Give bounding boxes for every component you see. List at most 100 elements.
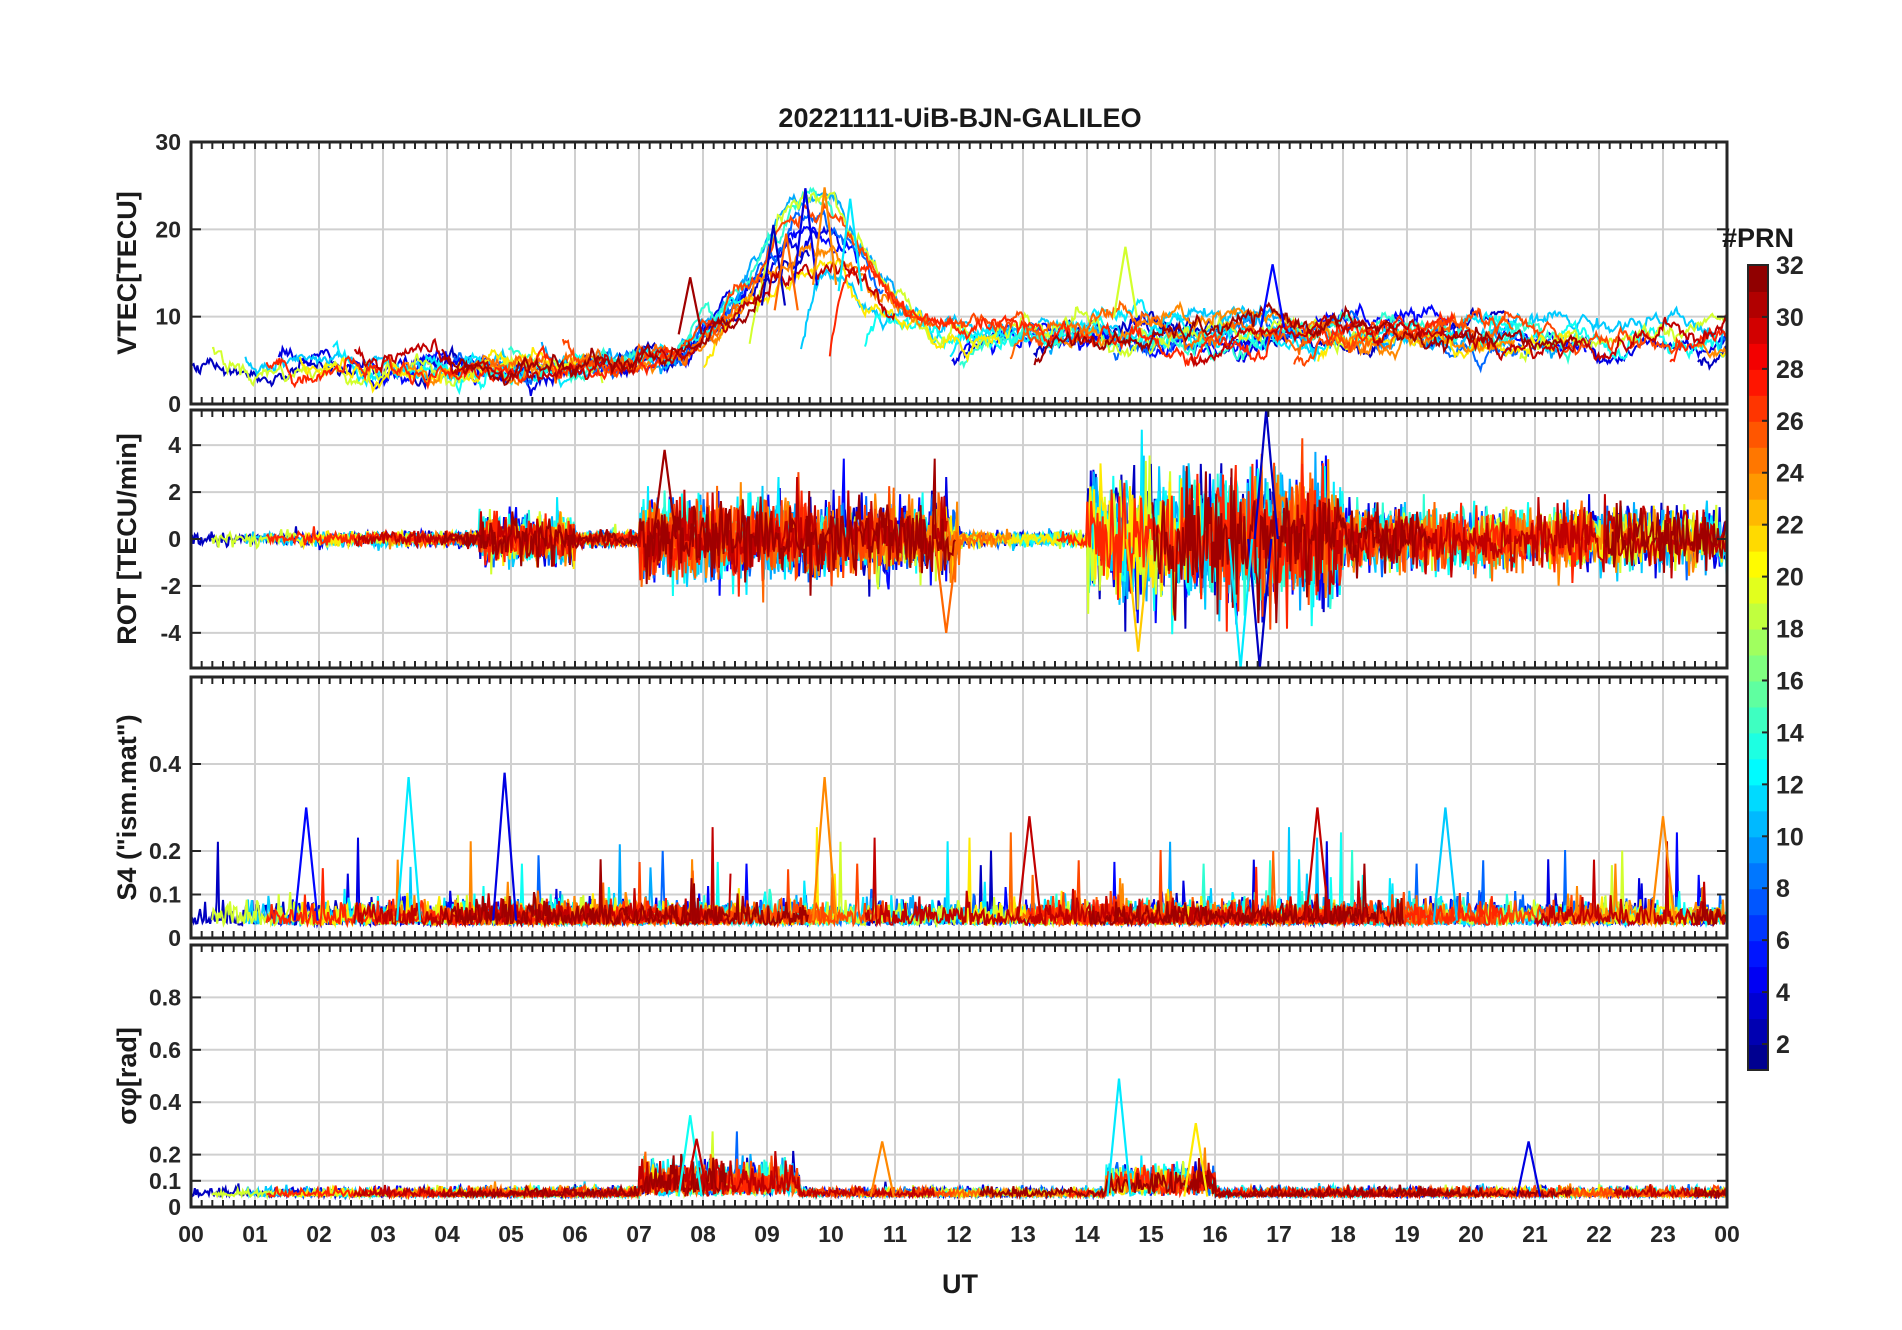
colorbar-title: #PRN [1722,223,1794,253]
series-group [191,772,1727,929]
y-tick-label: 0 [168,1194,181,1220]
colorbar-tick-label: 32 [1776,252,1804,280]
axes-frame [189,943,1729,1209]
x-tick-label: 20 [1458,1221,1484,1247]
colorbar-segment [1748,602,1768,630]
series-group [191,1078,1727,1201]
y-tick-label: 0.2 [149,1142,181,1168]
data-peak-prn-22 [1125,538,1151,652]
colorbar-segment [1748,706,1768,734]
data-peak-prn-12 [1106,1078,1132,1197]
axes-frame [189,675,1729,940]
data-peak-prn-25 [933,538,959,633]
colorbar-segment [1748,992,1768,1020]
panel-sigma_phi: 00.10.2 0.4 0.6 0.8 σφ[rad] [112,943,1729,1220]
x-tick-label: 17 [1266,1221,1292,1247]
colorbar-segment [1748,810,1768,838]
x-tick-label: 02 [306,1221,332,1247]
series-line-prn-27 [1669,326,1727,363]
series-line-prn-21 [702,258,1001,369]
x-tick-label: 07 [626,1221,652,1247]
data-peak-prn-3 [1253,410,1279,540]
y-axis-label: σφ[rad] [112,1027,142,1125]
series-line-prn-19 [1519,312,1727,364]
data-peak-prn-31 [651,449,678,540]
series-line-prn-31 [1693,1185,1727,1201]
colorbar-segment [1748,862,1768,890]
y-tick-label: 30 [155,129,181,155]
colorbar-segment [1748,836,1768,864]
data-peak-prn-19 [1112,246,1139,318]
data-peak-prn-12 [395,776,422,921]
colorbar-segment [1748,628,1768,656]
data-peak-prn-11 [1432,807,1459,921]
x-tick-label: 23 [1650,1221,1676,1247]
y-tick-label: 0 [168,925,181,951]
colorbar-segment [1748,524,1768,552]
colorbar-segment [1748,758,1768,786]
colorbar-segment [1748,732,1768,760]
colorbar-segment [1748,784,1768,812]
series-line-prn-21 [298,346,585,394]
x-tick-label: 11 [883,1221,908,1247]
x-tick-label: 13 [1010,1221,1036,1247]
y-tick-label: 0.8 [149,984,181,1010]
data-peak-prn-3 [1247,538,1273,668]
colorbar-frame [1747,264,1769,1071]
series-line-prn-31 [440,859,809,929]
colorbar-tick-label: 24 [1776,460,1804,488]
y-tick-label: 0.1 [149,1168,181,1194]
y-tick-label: 0.1 [149,882,181,908]
x-tick-label: 14 [1074,1221,1100,1247]
x-tick-label: 16 [1202,1221,1228,1247]
x-tick-label: 09 [754,1221,780,1247]
colorbar-tick-label: 8 [1776,875,1790,903]
colorbar-segment [1748,446,1768,474]
colorbar-tick-label: 16 [1776,667,1804,695]
colorbar-segment [1748,966,1768,994]
x-tick-label: 18 [1330,1221,1356,1247]
colorbar-segment [1748,472,1768,500]
colorbar-segment [1748,290,1768,318]
panel-vtec: 0 10 20 30 VTEC[TECU] [112,129,1729,417]
series-line-prn-30 [1534,841,1727,928]
x-tick-label: 22 [1586,1221,1612,1247]
series-line-prn-25 [474,302,744,384]
colorbar-segment [1748,1044,1768,1071]
colorbar-tick-label: 28 [1776,356,1804,384]
colorbar-segment [1748,940,1768,968]
colorbar-segment [1748,888,1768,916]
colorbar-segment [1748,1018,1768,1046]
colorbar-segment [1748,914,1768,942]
colorbar-segment [1748,420,1768,448]
colorbar-tick-label: 12 [1776,771,1804,799]
data-peak-prn-24 [811,776,838,921]
x-tick-label: 03 [370,1221,396,1247]
colorbar-segment [1748,342,1768,370]
data-peak-prn-12 [1227,538,1254,668]
data-peak-prn-25 [773,233,799,311]
y-tick-label: -2 [161,573,181,599]
colorbar-segment [1748,368,1768,396]
colorbar-segment [1748,654,1768,682]
y-tick-label: 0 [168,526,181,552]
data-peak-prn-4 [792,188,819,286]
data-peak-prn-13 [677,1115,703,1197]
series-line-prn-21 [1719,352,1727,358]
y-axis-label: VTEC[TECU] [112,191,142,355]
colorbar-tick-label: 4 [1776,979,1790,1007]
y-axis-label: ROT [TECU/min] [112,433,142,644]
series-line-prn-31 [1604,500,1727,573]
x-tick-label: 05 [498,1221,524,1247]
series-line-prn-31 [1088,863,1404,928]
data-peak-prn-24 [869,1141,895,1197]
panel-rot: -4 -2 0 2 4 ROT [TECU/min] [112,408,1729,670]
series-line-prn-31 [979,1158,1573,1200]
x-tick-label: 00 [178,1221,204,1247]
x-tick-label: 10 [818,1221,844,1247]
data-peak-prn-4 [1516,1141,1542,1197]
colorbar-segment [1748,498,1768,526]
axes-frame [189,140,1729,406]
